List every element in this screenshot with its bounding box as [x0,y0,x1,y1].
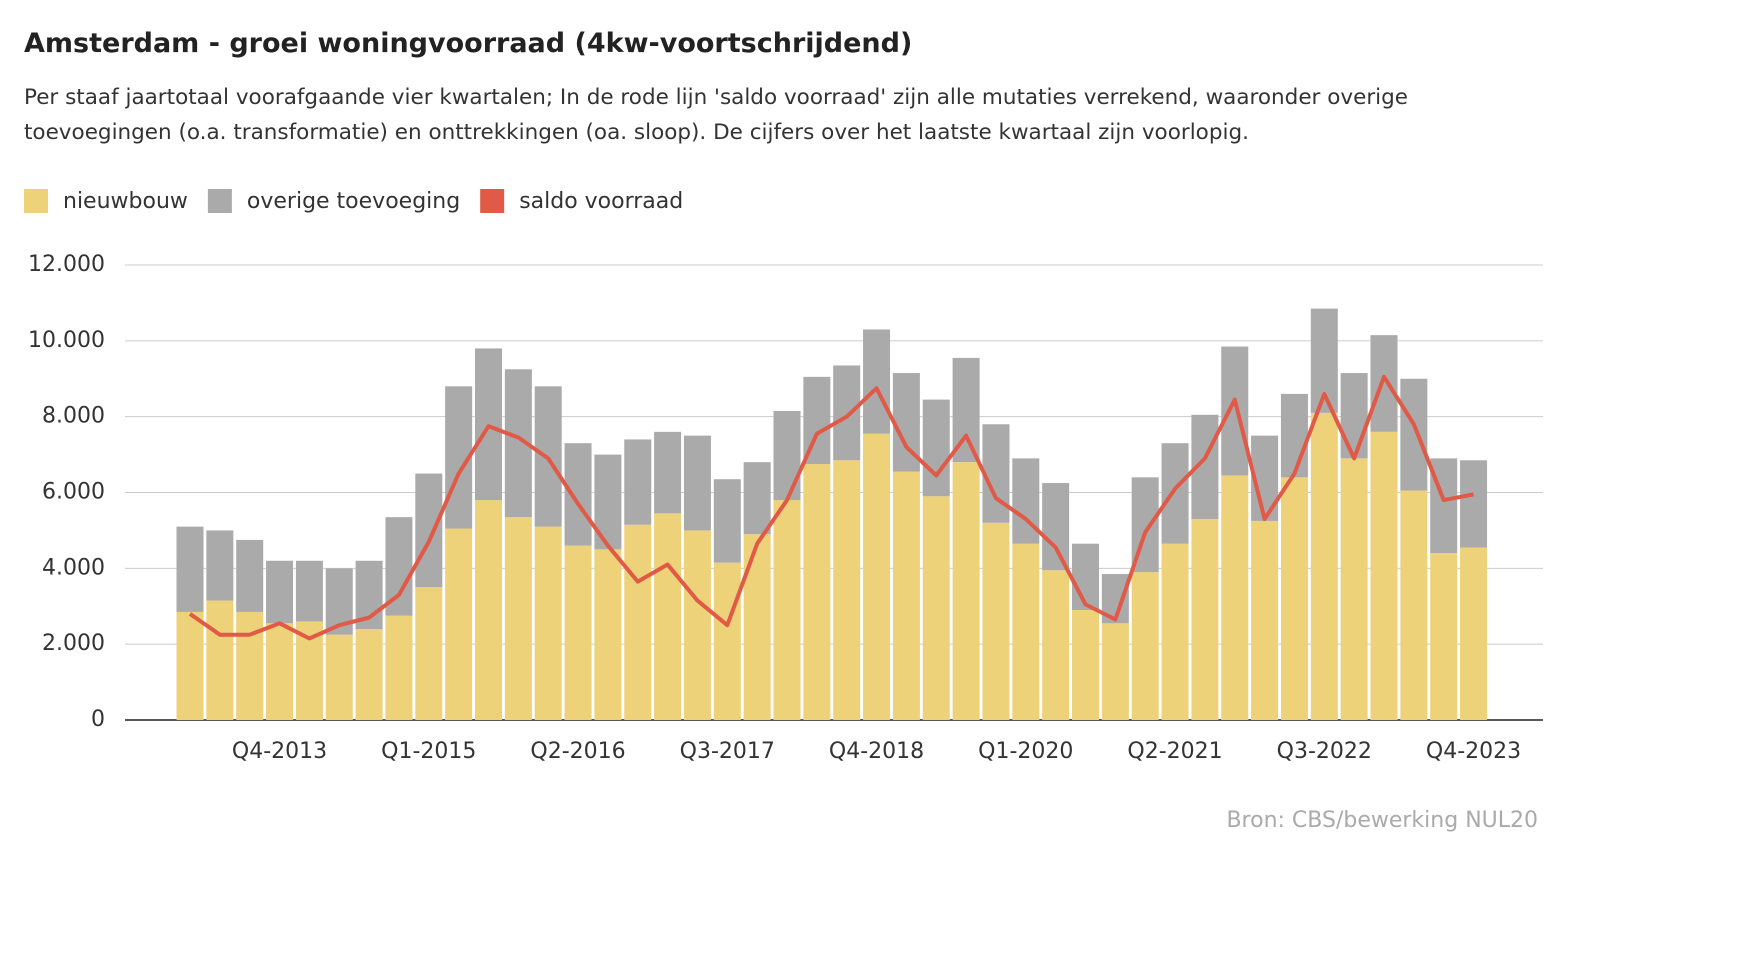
bar [952,462,980,720]
bar [206,530,234,601]
bar [743,534,771,720]
bar [654,513,682,720]
bar [1131,572,1159,720]
y-tick-label: 12.000 [28,252,105,277]
y-tick-label: 2.000 [42,631,105,656]
bar [1400,378,1428,491]
bar [1370,335,1398,432]
bar [1072,610,1099,720]
bar [1460,460,1488,548]
x-tick-label: Q4-2023 [1426,739,1521,764]
legend-label: saldo voorraad [519,189,683,214]
line [188,374,1474,641]
bar [594,549,622,720]
y-tick-label: 10.000 [28,328,105,353]
legend-swatch [480,189,505,213]
x-tick-label: Q1-2020 [978,739,1073,764]
y-tick-label: 6.000 [42,480,105,505]
bar [713,562,741,720]
bar [713,479,741,563]
legend-swatch [207,189,232,213]
bar [683,530,711,720]
bar [624,439,652,525]
bar [236,539,264,612]
x-tick-label: Q3-2017 [680,739,775,764]
x-tick-label: Q4-2013 [232,739,327,764]
bar [355,629,383,720]
bar [1012,543,1040,720]
bar [1221,346,1249,476]
bar [415,587,443,720]
bar [475,500,502,720]
bar [1042,570,1070,720]
bar [1370,431,1398,720]
bar [325,634,353,720]
bar [295,560,323,622]
bar [922,399,950,497]
bar [385,615,413,720]
legend-label: nieuwbouw [63,189,188,214]
bar [863,433,891,720]
legend-swatch [24,189,48,213]
bar [1280,393,1308,478]
bar [1460,547,1488,720]
bar [1251,520,1279,720]
bar [1340,373,1368,459]
bar [1101,623,1129,720]
bar [1042,483,1070,571]
bar [654,431,682,514]
bar [445,528,473,720]
bar [773,500,801,720]
bar [1161,543,1189,720]
bar [1400,490,1428,720]
bar [266,560,294,624]
y-tick-label: 4.000 [42,555,105,580]
bar [1221,475,1249,720]
bar [892,471,920,720]
y-tick-label: 0 [91,707,105,732]
bar [564,545,592,720]
bar [1430,553,1458,720]
source: Bron: CBS/bewerking NUL20 [1226,808,1538,833]
bar [743,462,771,535]
bar [534,526,562,720]
bar [1280,477,1308,720]
bar [1310,412,1338,720]
x-tick-label: Q4-2018 [829,739,924,764]
bar [176,526,204,612]
bar [773,410,801,501]
bar [833,460,861,720]
x-tick-label: Q3-2022 [1277,739,1372,764]
x-tick-label: Q1-2015 [381,739,476,764]
bar [1340,458,1368,720]
bar [833,365,861,461]
x-tick-label: Q2-2016 [530,739,625,764]
bar [863,329,891,434]
legend-label: overige toevoeging [247,189,460,214]
bar [1191,519,1219,720]
bar [1161,443,1189,544]
bar [982,522,1010,720]
bar [176,611,204,720]
bar [683,435,711,531]
chart-subtitle: Per staaf jaartotaal voorafgaande vier k… [24,85,1409,145]
bar [504,517,532,720]
bar [803,464,831,720]
bar [1072,543,1099,611]
bar [922,496,950,720]
chart-title: Amsterdam - groei woningvoorraad (4kw-vo… [24,28,913,59]
x-tick-label: Q2-2021 [1127,739,1222,764]
y-tick-label: 8.000 [42,404,105,429]
bar [624,524,652,720]
bar [1012,458,1040,544]
bar [236,611,264,720]
bar [415,473,443,588]
bar [206,600,234,720]
bar [982,424,1010,523]
bar [564,443,592,546]
bar [266,623,294,720]
